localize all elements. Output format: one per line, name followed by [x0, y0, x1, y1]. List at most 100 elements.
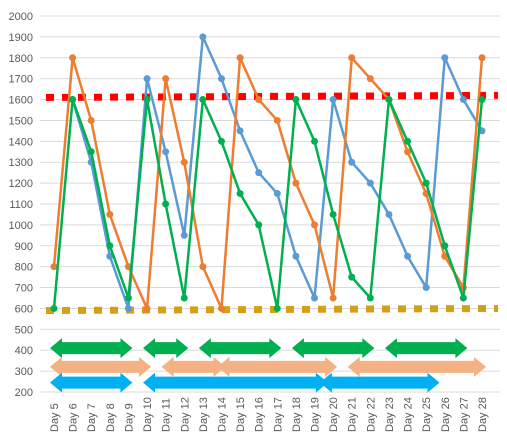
data-point — [255, 96, 263, 104]
data-point — [311, 221, 319, 229]
data-point — [329, 294, 337, 302]
data-point — [385, 210, 393, 218]
data-point — [441, 54, 449, 62]
data-point — [422, 179, 430, 187]
x-axis-ticks: Day 5 Day 6 Day 7 Day 8 Day 9 Day 10 Day 11 Day… — [49, 397, 489, 432]
data-point — [124, 294, 132, 302]
range-arrow — [384, 338, 468, 359]
y-tick-label: 1100 — [9, 199, 33, 211]
y-tick-label: 1700 — [9, 74, 33, 86]
data-point — [292, 96, 300, 104]
x-tick-label: Day 23 — [384, 397, 396, 432]
y-tick-label: 700 — [15, 283, 33, 295]
range-arrow — [347, 356, 486, 377]
y-tick-label: 1500 — [9, 115, 33, 127]
range-arrow — [50, 338, 133, 359]
data-point — [199, 263, 207, 271]
data-point — [459, 294, 467, 302]
data-point — [162, 200, 170, 208]
data-point — [422, 284, 430, 292]
data-point — [143, 96, 151, 104]
data-point — [404, 137, 412, 145]
y-tick-label: 500 — [15, 324, 33, 336]
y-tick-label: 200 — [15, 387, 33, 399]
data-point — [311, 137, 319, 145]
y-tick-label: 400 — [15, 345, 33, 357]
range-arrow — [217, 356, 338, 377]
data-point — [255, 169, 263, 177]
range-arrow — [319, 372, 440, 393]
y-tick-label: 1400 — [9, 136, 33, 148]
x-tick-label: Day 8 — [105, 403, 117, 432]
x-tick-label: Day 12 — [179, 397, 191, 432]
y-tick-label: 1900 — [9, 32, 33, 44]
data-point — [366, 179, 374, 187]
data-point — [329, 210, 337, 218]
data-point — [459, 96, 467, 104]
x-tick-label: Day 6 — [68, 403, 80, 432]
reference-line — [45, 304, 499, 315]
data-point — [366, 294, 374, 302]
y-tick-label: 300 — [15, 366, 33, 378]
data-point — [273, 116, 281, 124]
data-point — [87, 148, 95, 156]
x-tick-label: Day 16 — [254, 397, 266, 432]
data-point — [162, 148, 170, 156]
data-point — [217, 75, 225, 83]
data-point — [217, 304, 225, 312]
reference-lines — [45, 91, 499, 315]
data-point — [255, 221, 263, 229]
data-point — [273, 304, 281, 312]
y-tick-label: 2000 — [9, 11, 33, 23]
data-point — [50, 304, 58, 312]
data-point — [292, 252, 300, 260]
data-point — [478, 54, 486, 62]
data-point — [236, 54, 244, 62]
data-point — [143, 304, 151, 312]
data-point — [348, 54, 356, 62]
data-point — [385, 96, 393, 104]
y-axis-ticks: 200 300 400 500 600 700 800 900 1000 1100 1200 1300… — [9, 11, 33, 399]
data-point — [329, 96, 337, 104]
data-point — [236, 127, 244, 135]
x-tick-label: Day 25 — [421, 397, 433, 432]
data-point — [217, 137, 225, 145]
y-tick-label: 900 — [15, 241, 33, 253]
data-point — [236, 190, 244, 198]
range-arrow — [291, 338, 375, 359]
x-tick-label: Day 10 — [142, 397, 154, 432]
x-tick-label: Day 13 — [198, 397, 210, 432]
x-tick-label: Day 28 — [477, 397, 489, 432]
data-point — [366, 75, 374, 83]
y-tick-label: 1600 — [9, 95, 33, 107]
gridlines — [40, 15, 500, 393]
x-tick-label: Day 11 — [161, 398, 173, 432]
data-point — [199, 96, 207, 104]
data-point — [69, 96, 77, 104]
data-point — [180, 231, 188, 239]
data-point — [441, 242, 449, 250]
x-tick-label: Day 19 — [310, 397, 322, 432]
data-point — [106, 252, 114, 260]
data-point — [348, 273, 356, 281]
range-arrows — [50, 338, 486, 393]
data-point — [348, 158, 356, 166]
data-point — [199, 33, 207, 41]
x-tick-label: Day 18 — [291, 397, 303, 432]
y-tick-label: 600 — [15, 303, 33, 315]
range-arrow — [50, 356, 152, 377]
range-arrow — [198, 338, 282, 359]
x-tick-label: Day 20 — [328, 397, 340, 432]
x-tick-label: Day 22 — [365, 397, 377, 432]
y-tick-label: 800 — [15, 262, 33, 274]
data-point — [441, 252, 449, 260]
y-tick-label: 1800 — [9, 53, 33, 65]
data-point — [87, 116, 95, 124]
data-point — [124, 304, 132, 312]
data-point — [50, 263, 58, 271]
data-point — [162, 75, 170, 83]
reference-line — [45, 91, 499, 101]
series-group — [50, 33, 486, 312]
data-point — [106, 210, 114, 218]
data-point — [180, 158, 188, 166]
